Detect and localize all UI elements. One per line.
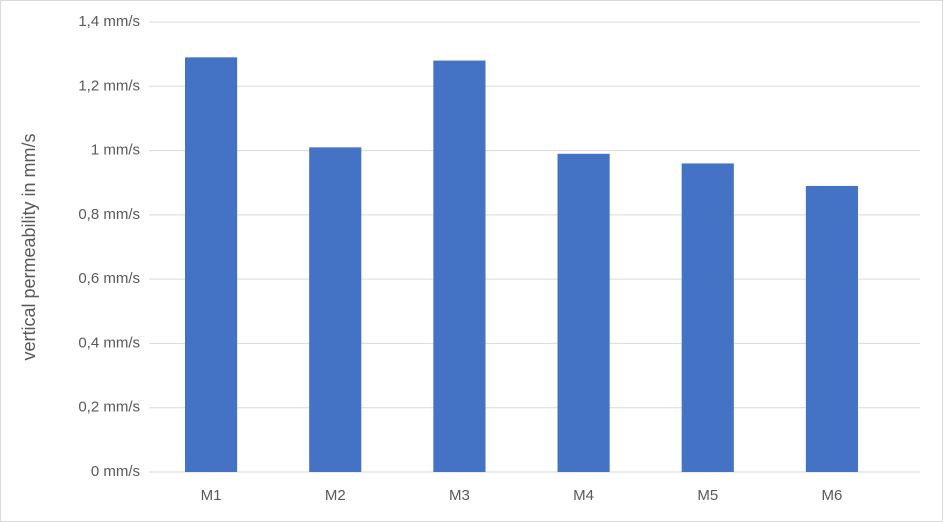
x-tick-label: M6	[821, 487, 842, 504]
y-tick-label: 0,6 mm/s	[78, 270, 140, 287]
y-axis-title: vertical permeability in mm/s	[19, 133, 39, 360]
bar	[681, 163, 734, 472]
y-tick-label: 0,2 mm/s	[78, 399, 140, 416]
x-tick-label: M4	[573, 487, 594, 504]
y-tick-label: 1,4 mm/s	[78, 13, 140, 30]
y-tick-label: 0 mm/s	[91, 463, 140, 480]
bar	[185, 57, 238, 472]
bar	[805, 185, 858, 472]
bar	[557, 153, 610, 473]
y-tick-label: 1,2 mm/s	[78, 77, 140, 94]
x-tick-label: M5	[697, 487, 718, 504]
y-tick-label: 0,4 mm/s	[78, 334, 140, 351]
bar	[309, 147, 362, 472]
x-tick-label: M2	[325, 487, 346, 504]
y-tick-label: 0,8 mm/s	[78, 206, 140, 223]
x-tick-label: M1	[201, 487, 222, 504]
bar	[433, 60, 486, 472]
x-tick-label: M3	[449, 487, 470, 504]
y-tick-label: 1 mm/s	[91, 142, 140, 159]
